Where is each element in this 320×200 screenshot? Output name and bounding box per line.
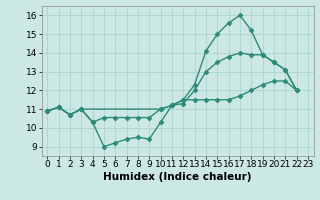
X-axis label: Humidex (Indice chaleur): Humidex (Indice chaleur) [103, 172, 252, 182]
